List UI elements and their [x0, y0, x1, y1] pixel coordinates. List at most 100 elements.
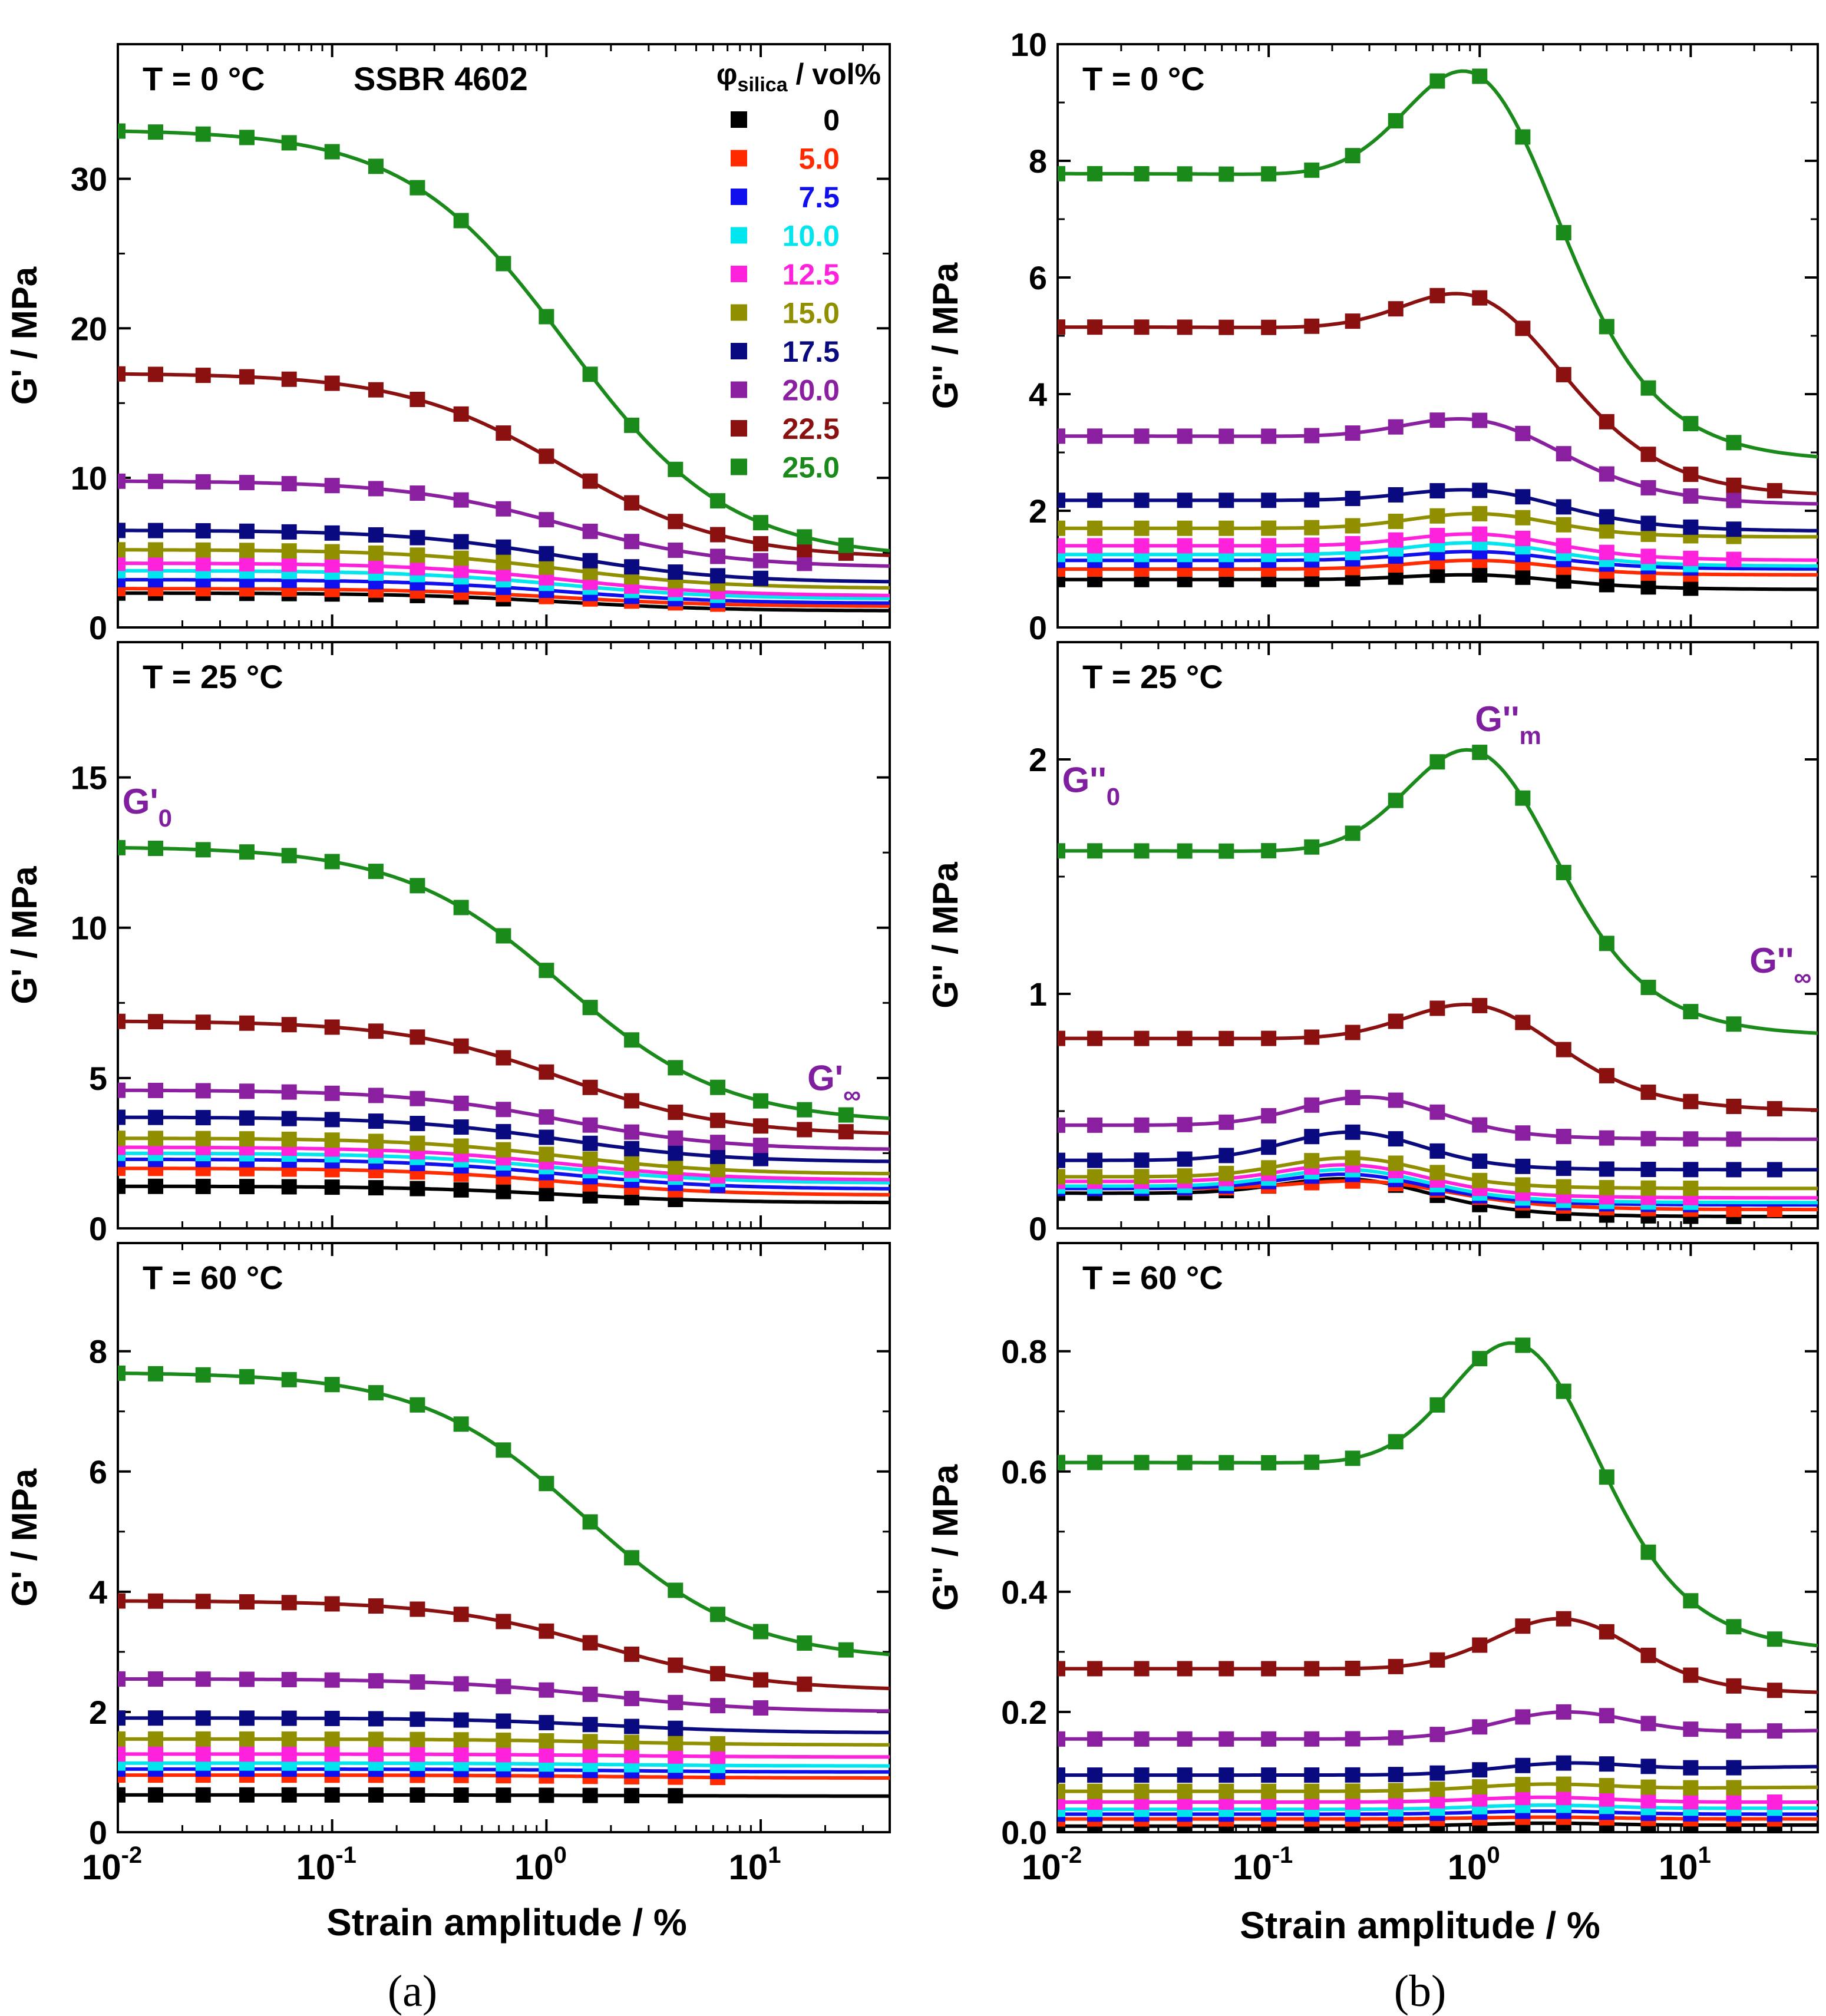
- data-point-17.5: [148, 523, 164, 538]
- data-point-20.0: [668, 542, 683, 558]
- data-point-15.0: [624, 1155, 640, 1171]
- data-point-12.5: [410, 1746, 425, 1762]
- data-point-12.5: [1388, 532, 1404, 548]
- series-layer: [1058, 1337, 1818, 1832]
- data-point-17.5: [195, 1110, 211, 1126]
- data-point-20.0: [324, 478, 340, 494]
- data-point-15.0: [1515, 1777, 1531, 1793]
- data-point-20.0: [1429, 1727, 1445, 1743]
- data-point-22.5: [753, 1672, 769, 1688]
- data-point-0: [453, 1182, 469, 1198]
- data-point-22.5: [1472, 1637, 1488, 1653]
- data-point-12.5: [1683, 1794, 1699, 1810]
- data-point-25.0: [838, 537, 854, 553]
- data-point-25.0: [797, 529, 813, 545]
- data-point-15.0: [1304, 520, 1320, 536]
- y-tick-label: 4: [89, 1574, 107, 1611]
- data-point-17.5: [1556, 1161, 1571, 1176]
- y-tick-label: 2: [1029, 741, 1047, 778]
- data-point-12.5: [453, 1747, 469, 1763]
- y-tick-label: 0.6: [1001, 1453, 1047, 1490]
- data-point-25.0: [1640, 380, 1656, 396]
- data-point-15.0: [1087, 1783, 1103, 1799]
- data-point-0: [1683, 580, 1699, 596]
- data-point-20.0: [1304, 1097, 1320, 1113]
- data-point-20.0: [1726, 1131, 1742, 1147]
- legend-marker: [731, 458, 747, 475]
- data-point-25.0: [1556, 1383, 1571, 1399]
- data-point-17.5: [148, 1710, 164, 1726]
- data-point-22.5: [1177, 319, 1193, 335]
- data-point-22.5: [1726, 1099, 1742, 1115]
- data-point-15.0: [582, 1734, 598, 1750]
- panel-b1: 0 2 4 6 8 10 G'' / MPa T = 0 °C: [926, 26, 1819, 646]
- series-layer: [118, 123, 890, 613]
- y-tick-label: 6: [89, 1453, 107, 1490]
- data-point-17.5: [1726, 1760, 1742, 1776]
- data-point-20.0: [410, 1674, 425, 1690]
- data-point-15.0: [1429, 1782, 1445, 1797]
- data-point-17.5: [1304, 1129, 1320, 1145]
- data-point-0: [281, 1179, 297, 1195]
- data-point-0: [239, 1787, 255, 1803]
- data-point-25.0: [410, 1397, 425, 1413]
- data-point-22.5: [496, 1050, 511, 1066]
- data-point-25.0: [1261, 1455, 1277, 1470]
- data-point-25.0: [1556, 224, 1571, 240]
- data-point-25.0: [1261, 166, 1277, 182]
- data-point-22.5: [195, 1014, 211, 1030]
- data-point-22.5: [539, 1064, 554, 1080]
- data-point-22.5: [281, 371, 297, 387]
- data-point-20.0: [239, 475, 255, 491]
- data-point-15.0: [1388, 1783, 1404, 1799]
- data-point-20.0: [1058, 1117, 1065, 1133]
- data-point-17.5: [1472, 1762, 1488, 1778]
- legend-label: 5.0: [798, 143, 840, 176]
- data-point-17.5: [1388, 1131, 1404, 1147]
- data-point-22.5: [1058, 319, 1065, 335]
- data-point-15.0: [368, 1731, 384, 1747]
- data-point-22.5: [1599, 1624, 1614, 1640]
- data-point-12.5: [1429, 528, 1445, 544]
- data-point-15.0: [1683, 1780, 1699, 1796]
- data-point-20.0: [1726, 1723, 1742, 1739]
- data-point-0: [1640, 579, 1656, 595]
- data-point-15.0: [148, 542, 164, 558]
- data-point-25.0: [324, 854, 340, 870]
- data-point-25.0: [624, 1032, 640, 1048]
- legend-label: 0: [823, 104, 840, 137]
- data-point-22.5: [1472, 997, 1488, 1013]
- data-point-22.5: [148, 1014, 164, 1030]
- data-point-25.0: [1388, 113, 1404, 128]
- data-point-12.5: [496, 1747, 511, 1763]
- data-point-17.5: [1058, 1767, 1065, 1783]
- x-tick-exponent: 0: [1487, 1842, 1500, 1868]
- data-point-15.0: [1177, 520, 1193, 536]
- data-point-22.5: [668, 1657, 683, 1673]
- data-point-22.5: [753, 1118, 769, 1134]
- data-point-25.0: [539, 963, 554, 979]
- data-point-25.0: [1058, 166, 1065, 181]
- data-point-15.0: [1058, 1169, 1065, 1185]
- data-point-20.0: [1345, 425, 1361, 441]
- data-point-25.0: [1683, 1593, 1699, 1609]
- data-point-17.5: [624, 1141, 640, 1156]
- data-point-17.5: [753, 570, 769, 586]
- data-point-22.5: [624, 1646, 640, 1662]
- data-point-15.0: [1472, 1779, 1488, 1795]
- data-point-12.5: [1683, 550, 1699, 566]
- data-point-15.0: [118, 1131, 126, 1146]
- x-tick-exponent: -1: [335, 1842, 356, 1868]
- data-point-25.0: [1726, 435, 1742, 451]
- data-point-25.0: [1304, 839, 1320, 855]
- data-point-12.5: [239, 1746, 255, 1762]
- data-point-12.5: [324, 557, 340, 573]
- data-point-12.5: [1766, 1794, 1782, 1810]
- data-point-20.0: [1726, 493, 1742, 508]
- data-point-25.0: [1640, 980, 1656, 996]
- data-point-15.0: [624, 1734, 640, 1750]
- data-point-20.0: [1472, 412, 1488, 428]
- data-point-22.5: [838, 1124, 854, 1140]
- data-point-15.0: [1261, 1783, 1277, 1799]
